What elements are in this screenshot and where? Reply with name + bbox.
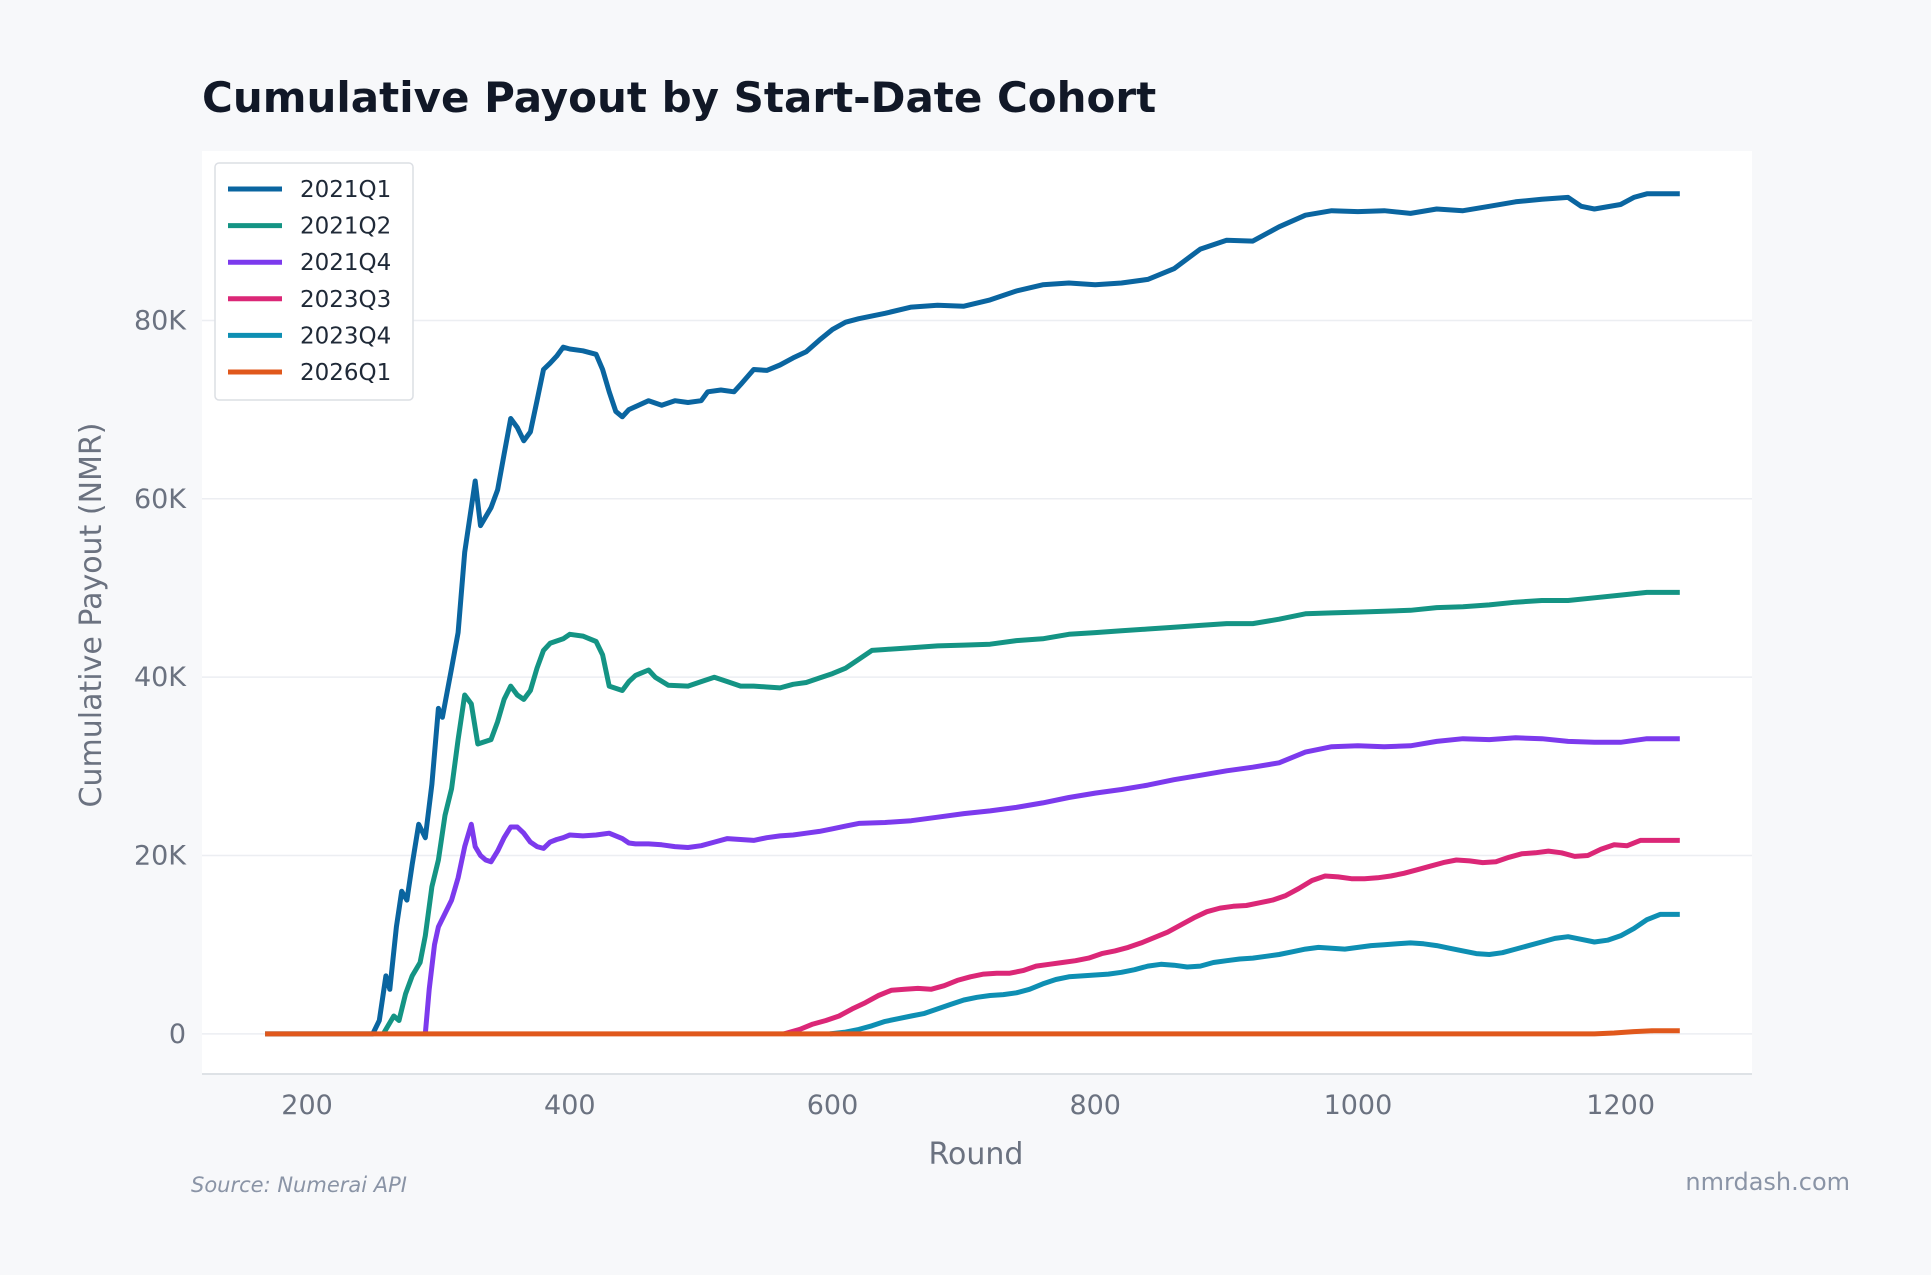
x-tick-label: 400: [544, 1090, 596, 1121]
legend-label: 2021Q4: [300, 250, 391, 276]
x-tick-labels: 200 400 600 800 1000 1200: [281, 1090, 1655, 1121]
legend-label: 2023Q3: [300, 287, 391, 313]
legend: 2021Q1 2021Q2 2021Q4 2023Q3 2023Q4 2026Q1: [214, 162, 414, 401]
x-tick-label: 200: [281, 1090, 333, 1121]
series-layer: [265, 191, 1680, 1037]
series-line-2026Q1: [265, 1028, 1680, 1037]
y-tick-label: 40K: [134, 662, 187, 693]
legend-label: 2021Q1: [300, 177, 391, 203]
x-tick-label: 1000: [1324, 1090, 1393, 1121]
series-line-2021Q2: [381, 589, 1680, 1036]
x-tick-label: 1200: [1586, 1090, 1655, 1121]
y-tick-label: 80K: [134, 305, 187, 336]
y-axis-label: Cumulative Payout (NMR): [74, 423, 109, 808]
series-line-2023Q4: [829, 911, 1680, 1037]
x-tick-label: 600: [807, 1090, 859, 1121]
legend-label: 2021Q2: [300, 214, 391, 240]
series-line-2023Q3: [783, 837, 1680, 1037]
legend-label: 2023Q4: [300, 323, 391, 349]
y-tick-label: 60K: [134, 484, 187, 515]
series-line-2021Q4: [422, 735, 1680, 1035]
y-tick-labels: 0 20K 40K 60K 80K: [134, 305, 187, 1049]
x-axis-label: Round: [929, 1137, 1024, 1172]
legend-box: [214, 162, 414, 401]
x-tick-label: 800: [1069, 1090, 1121, 1121]
y-tick-label: 20K: [134, 841, 187, 872]
brand-label: nmrdash.com: [1685, 1168, 1850, 1196]
source-note: Source: Numerai API: [191, 1173, 407, 1197]
legend-label: 2026Q1: [300, 360, 391, 386]
chart-title: Cumulative Payout by Start-Date Cohort: [202, 73, 1156, 122]
y-tick-label: 0: [169, 1019, 186, 1050]
series-line-2021Q1: [265, 191, 1680, 1037]
